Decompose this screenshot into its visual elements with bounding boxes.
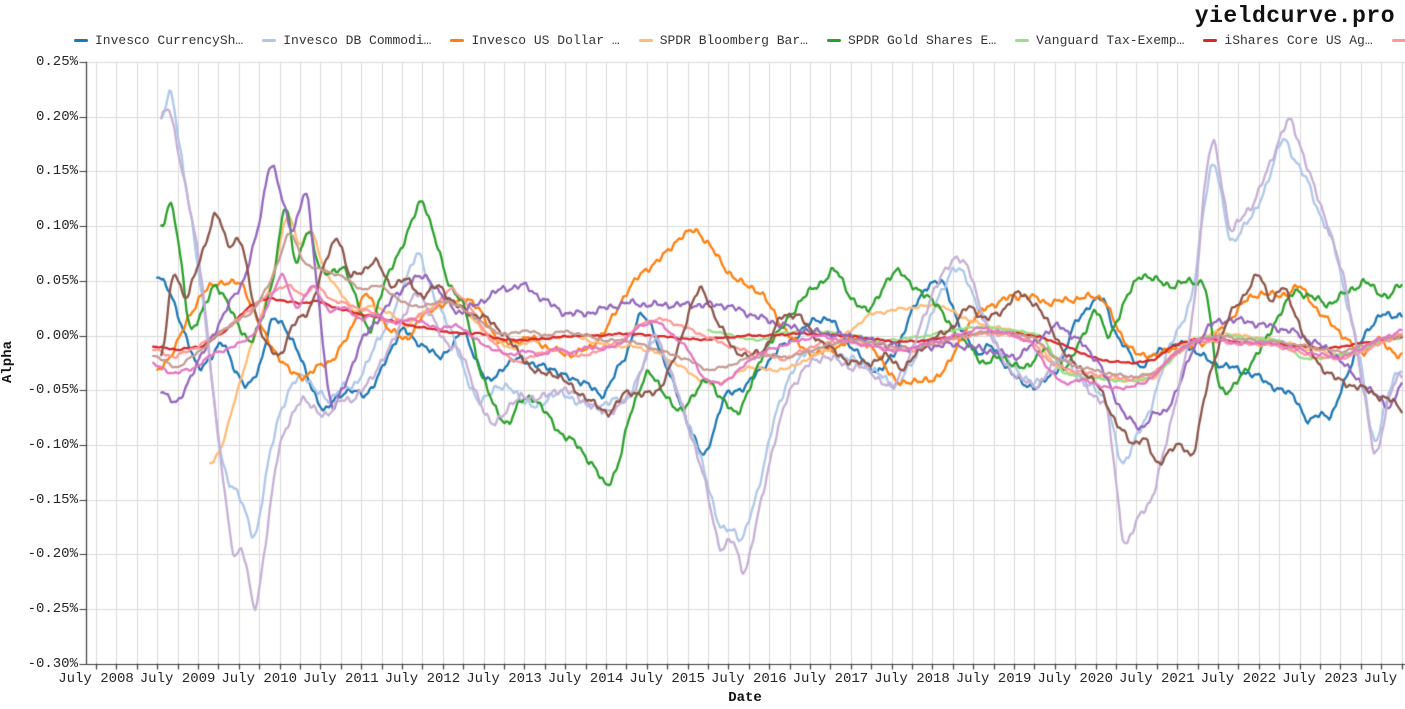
y-tick-label: 0.15% — [35, 163, 78, 180]
x-tick-label: July — [1363, 671, 1398, 687]
y-tick-label: 0.10% — [35, 218, 78, 235]
y-tick-label: 0.20% — [35, 108, 78, 125]
legend-swatch-icon — [638, 38, 653, 42]
y-tick-label: -0.20% — [27, 546, 78, 563]
legend-item-7[interactable]: iShares Core US Ag… — [1203, 32, 1373, 48]
y-tick-label: -0.15% — [27, 491, 78, 508]
legend-item-label: SPDR Gold Shares E… — [847, 32, 997, 48]
x-tick-label: July 2008 — [58, 671, 134, 687]
legend-swatch-icon — [1391, 38, 1405, 42]
x-tick-label: July 2009 — [139, 671, 216, 687]
x-tick-label: July 2021 — [1118, 671, 1195, 687]
x-tick-label: July 2017 — [792, 671, 869, 687]
x-tick-label: July 2010 — [221, 671, 297, 687]
legend-swatch-icon — [450, 38, 465, 42]
legend-swatch-icon — [826, 38, 841, 42]
legend-item-2[interactable]: Invesco DB Commodi… — [262, 33, 431, 48]
x-tick-label: July 2020 — [1037, 671, 1113, 687]
y-tick-label: 0.00% — [35, 327, 78, 344]
x-tick-label: July 2016 — [710, 671, 787, 687]
x-tick-label: July 2015 — [629, 671, 705, 687]
x-tick-label: July 2013 — [466, 671, 542, 687]
legend-item-8[interactable] — [1391, 38, 1405, 42]
y-tick-label: 0.05% — [35, 272, 78, 289]
x-tick-label: July 2012 — [384, 671, 461, 687]
legend-item-label: Invesco US Dollar … — [471, 32, 620, 48]
x-tick-label: July 2019 — [955, 671, 1032, 687]
x-tick-label: July 2022 — [1200, 671, 1277, 687]
y-tick-label: -0.25% — [27, 600, 78, 617]
y-tick-label: -0.05% — [27, 382, 78, 399]
chart-legend: Invesco CurrencySh… Invesco DB Commodi… In… — [74, 31, 1405, 49]
x-axis-title: Date — [728, 690, 762, 706]
legend-item-label: Vanguard Tax-Exemp… — [1036, 32, 1185, 48]
legend-swatch-icon — [1015, 38, 1030, 42]
y-tick-label: 0.25% — [35, 54, 78, 71]
legend-swatch-icon — [1203, 38, 1218, 42]
legend-item-3[interactable]: Invesco US Dollar … — [450, 32, 620, 48]
x-tick-label: July 2023 — [1282, 671, 1358, 687]
legend-item-label: iShares Core US Ag… — [1224, 32, 1373, 48]
legend-item-label: Invesco CurrencySh… — [95, 32, 244, 48]
legend-item-4[interactable]: SPDR Bloomberg Bar… — [638, 32, 808, 48]
legend-item-5[interactable]: SPDR Gold Shares E… — [826, 32, 997, 48]
y-tick-label: -0.30% — [27, 655, 78, 672]
x-tick-label: July 2011 — [302, 671, 379, 687]
x-tick-label: July 2018 — [874, 671, 950, 687]
x-tick-label: July 2014 — [547, 671, 624, 687]
legend-swatch-icon — [262, 38, 277, 42]
legend-item-1[interactable]: Invesco CurrencySh… — [74, 33, 243, 48]
legend-item-6[interactable]: Vanguard Tax-Exemp… — [1015, 33, 1184, 48]
brand-logo[interactable]: yieldcurve.pro — [1194, 3, 1395, 29]
legend-item-label: Invesco DB Commodi… — [283, 32, 432, 48]
legend-swatch-icon — [74, 38, 88, 42]
legend-item-label: SPDR Bloomberg Bar… — [659, 32, 808, 48]
y-tick-label: -0.10% — [27, 436, 78, 453]
